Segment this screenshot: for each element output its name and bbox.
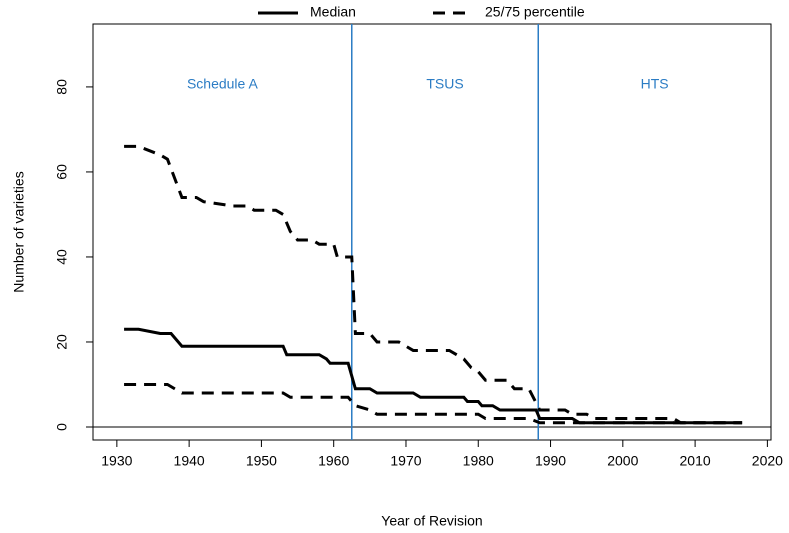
x-tick-label: 1940 — [174, 453, 205, 469]
y-axis-label: Number of varieties — [11, 171, 27, 292]
x-tick-label: 1980 — [463, 453, 494, 469]
legend-label: Median — [310, 4, 356, 20]
series-line — [124, 144, 743, 425]
x-axis-label: Year of Revision — [381, 513, 482, 529]
x-tick-label: 2000 — [607, 453, 638, 469]
y-tick-label: 40 — [54, 249, 70, 265]
y-tick-label: 0 — [54, 423, 70, 431]
x-tick-label: 2010 — [680, 453, 711, 469]
series-line — [124, 382, 743, 425]
region-label: TSUS — [426, 75, 463, 91]
x-tick-label: 1960 — [318, 453, 349, 469]
series-line — [124, 327, 743, 425]
x-tick-label: 1950 — [246, 453, 277, 469]
x-tick-label: 1970 — [390, 453, 421, 469]
y-tick-label: 60 — [54, 164, 70, 180]
region-label: Schedule A — [187, 75, 258, 91]
x-tick-label: 1930 — [101, 453, 132, 469]
x-tick-label: 2020 — [752, 453, 783, 469]
legend-label: 25/75 percentile — [485, 4, 585, 20]
region-label: HTS — [641, 75, 669, 91]
y-tick-label: 80 — [54, 79, 70, 95]
y-tick-label: 20 — [54, 334, 70, 350]
x-tick-label: 1990 — [535, 453, 566, 469]
